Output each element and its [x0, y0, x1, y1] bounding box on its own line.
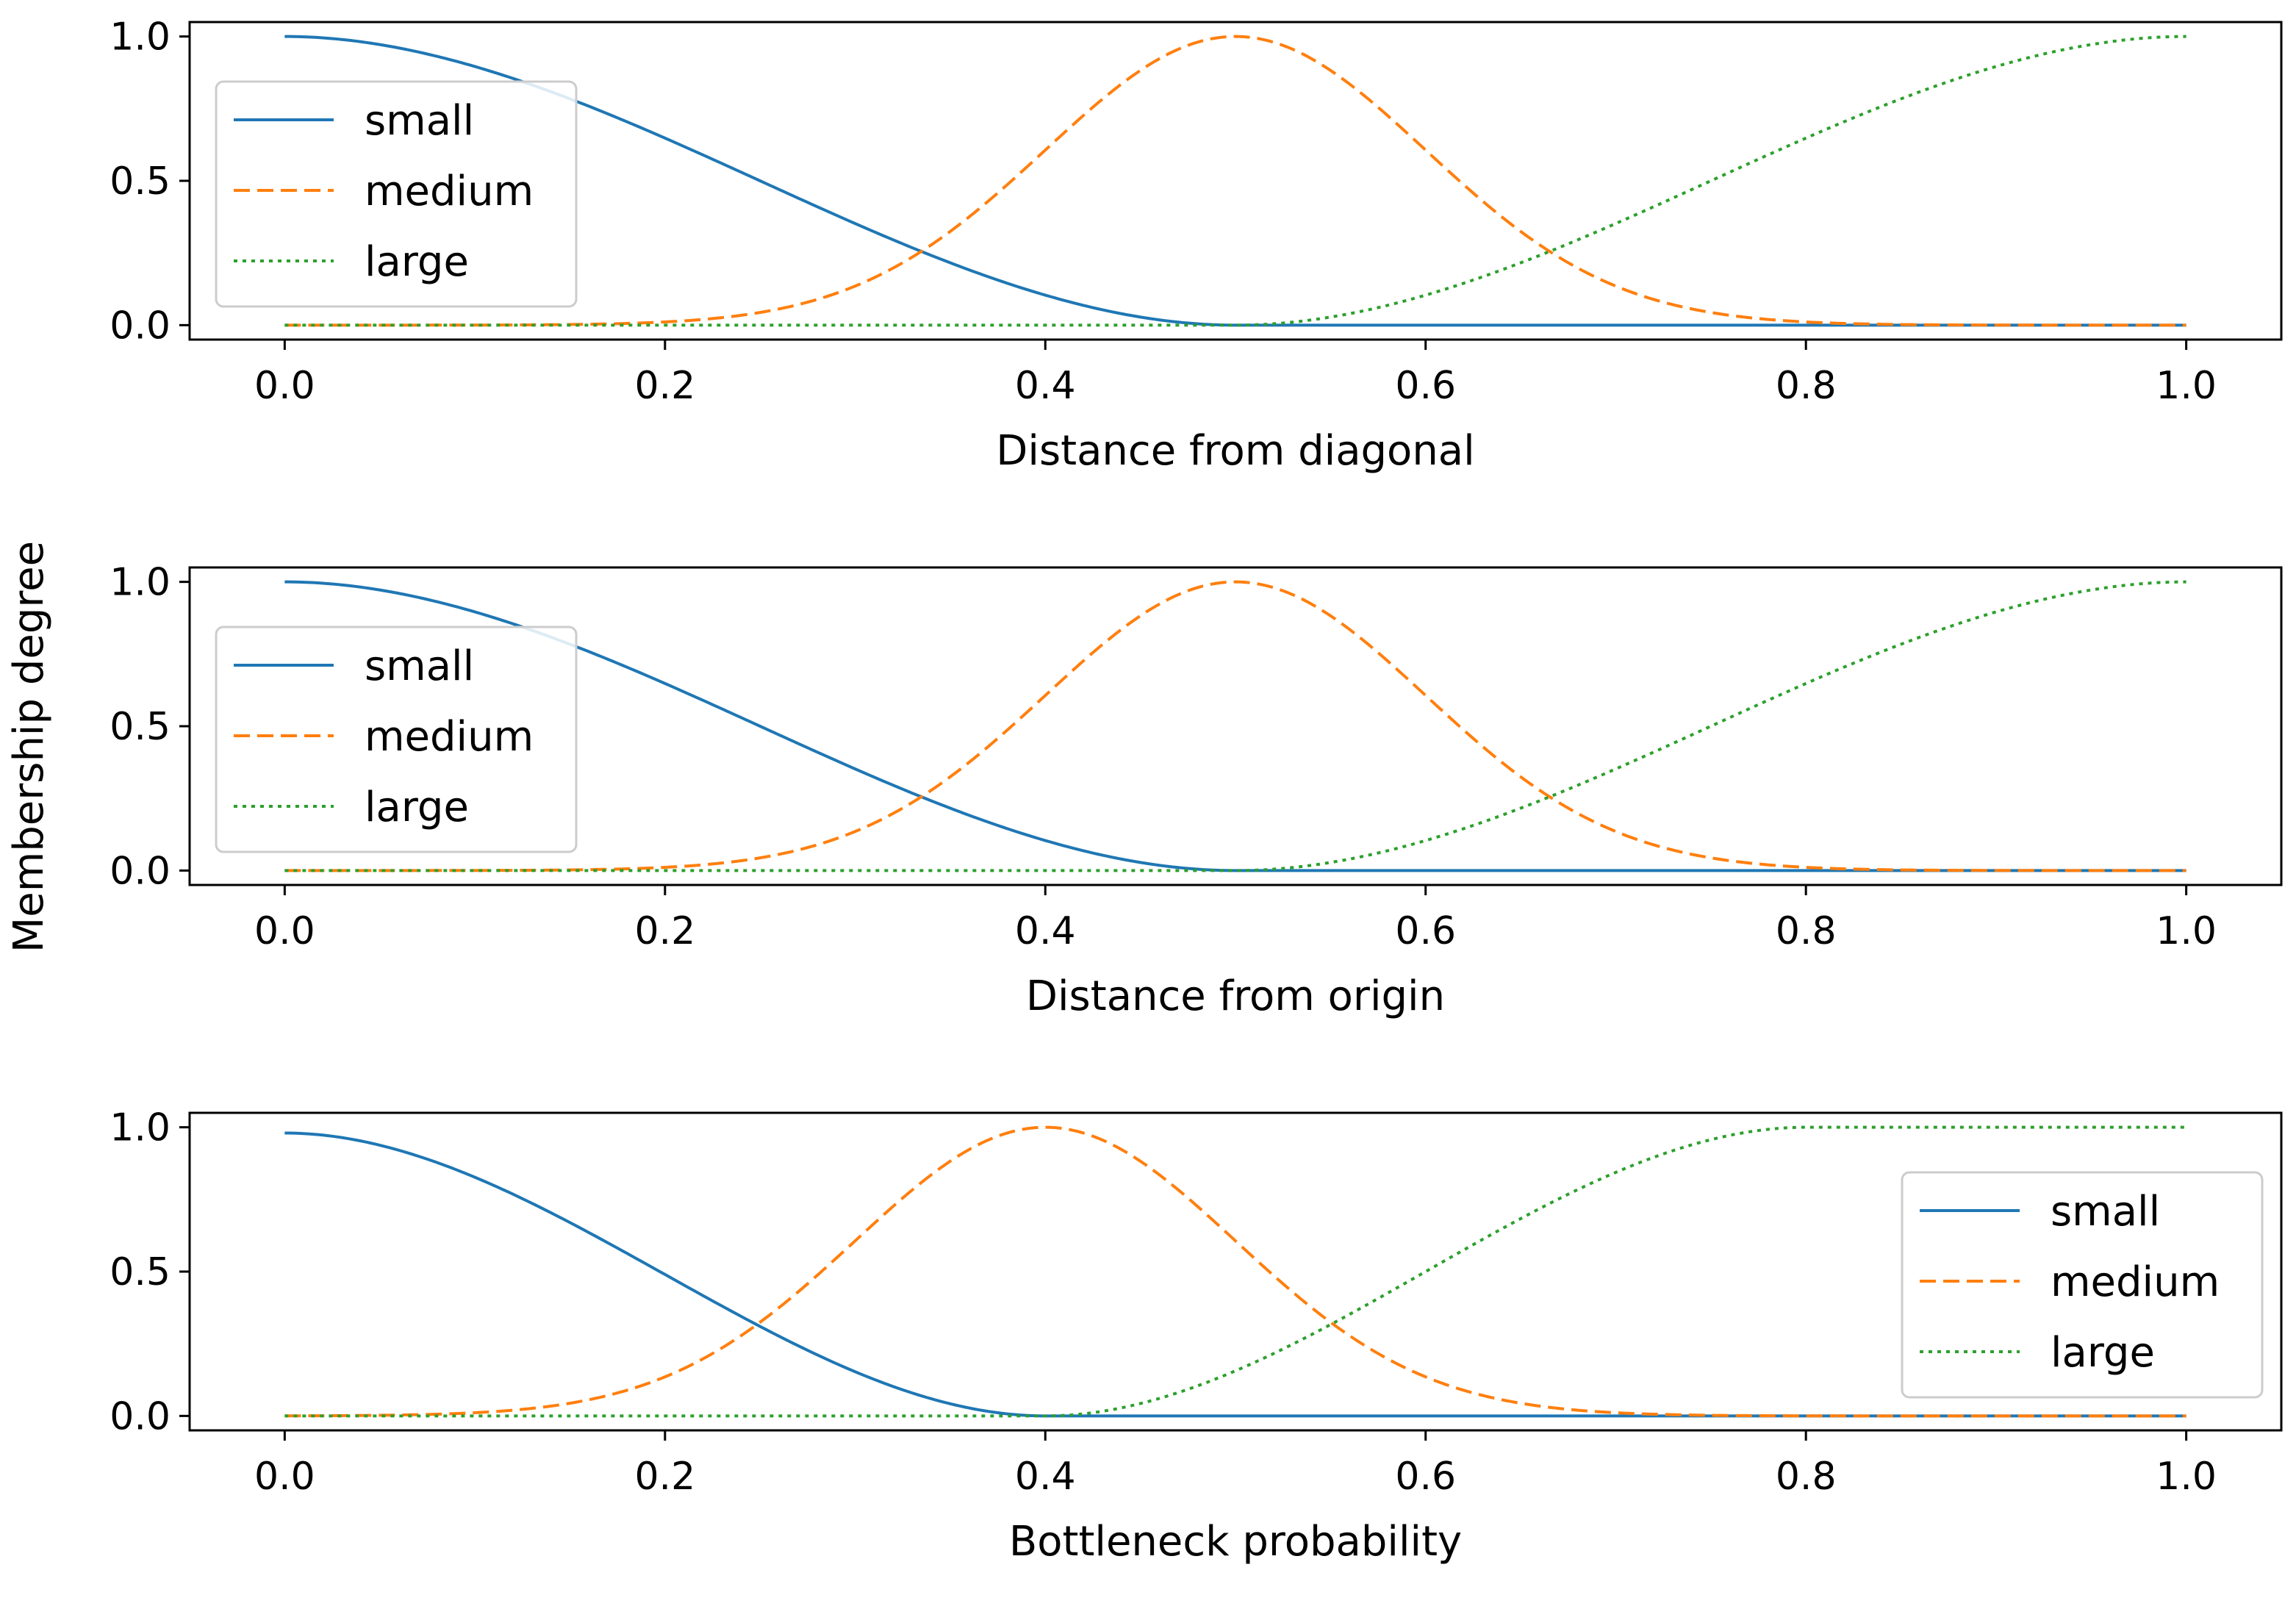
legend-box: [215, 80, 578, 308]
x-tick-label: 1.0: [2156, 909, 2217, 953]
x-tick-label: 0.6: [1395, 1455, 1456, 1499]
series-line-medium: [284, 1125, 2186, 1418]
y-tick-label: 0.5: [110, 705, 171, 749]
x-tick-label: 0.8: [1776, 1455, 1837, 1499]
figure-ylabel: Membership degree: [5, 541, 53, 953]
legend-label-medium: medium: [365, 713, 534, 761]
x-tick-label: 0.2: [634, 364, 695, 408]
panel-1: 0.0 0.2 0.4 0.6 0.8 1.0 0.0 0.5 1.0 Distance from…: [110, 15, 2283, 475]
x-tick-label: 0.4: [1015, 1455, 1076, 1499]
legend-label-large: large: [365, 784, 469, 831]
x-tick-label: 0.8: [1776, 364, 1837, 408]
x-tick-label: 1.0: [2156, 1455, 2217, 1499]
series-line-large: [284, 35, 2186, 327]
legend-label-small: small: [2051, 1188, 2160, 1236]
y-tick-label: 0.0: [110, 304, 171, 348]
legend-label-medium: medium: [365, 168, 534, 215]
x-tick-label: 0.0: [254, 909, 315, 953]
x-tick-label: 0.6: [1395, 909, 1456, 953]
legend-label-large: large: [2051, 1329, 2155, 1377]
x-axis-label: Distance from origin: [1026, 972, 1445, 1020]
x-tick-label: 1.0: [2156, 364, 2217, 408]
legend: small medium large: [215, 626, 578, 853]
x-tick-label: 0.0: [254, 364, 315, 408]
legend-label-small: small: [365, 97, 474, 145]
legend-box: [1901, 1171, 2264, 1399]
x-tick-label: 0.4: [1015, 364, 1076, 408]
x-axis-label: Bottleneck probability: [1009, 1518, 1462, 1566]
y-tick-label: 0.0: [110, 1394, 171, 1438]
y-tick-label: 1.0: [110, 15, 171, 60]
panel-3: 0.0 0.2 0.4 0.6 0.8 1.0 0.0 0.5 1.0 Bottleneck pr…: [110, 1106, 2283, 1566]
series-line-medium: [284, 580, 2186, 872]
y-tick-label: 0.5: [110, 1250, 171, 1294]
x-axis-label: Distance from diagonal: [996, 427, 1474, 475]
series-line-large: [284, 580, 2186, 872]
y-tick-label: 1.0: [110, 1106, 171, 1150]
legend: small medium large: [215, 80, 578, 308]
legend-label-small: small: [365, 642, 474, 690]
x-tick-label: 0.2: [634, 909, 695, 953]
legend-label-medium: medium: [2051, 1258, 2220, 1306]
x-tick-label: 0.2: [634, 1455, 695, 1499]
x-tick-label: 0.6: [1395, 364, 1456, 408]
legend-box: [215, 626, 578, 853]
panel-2: 0.0 0.2 0.4 0.6 0.8 1.0 0.0 0.5 1.0 Distance from…: [110, 561, 2283, 1020]
x-tick-label: 0.8: [1776, 909, 1837, 953]
legend: small medium large: [1901, 1171, 2264, 1399]
y-tick-label: 1.0: [110, 561, 171, 605]
series-line-medium: [284, 35, 2186, 327]
x-tick-label: 0.4: [1015, 909, 1076, 953]
y-tick-label: 0.5: [110, 160, 171, 204]
x-tick-label: 0.0: [254, 1455, 315, 1499]
y-tick-label: 0.0: [110, 849, 171, 893]
legend-label-large: large: [365, 238, 469, 286]
